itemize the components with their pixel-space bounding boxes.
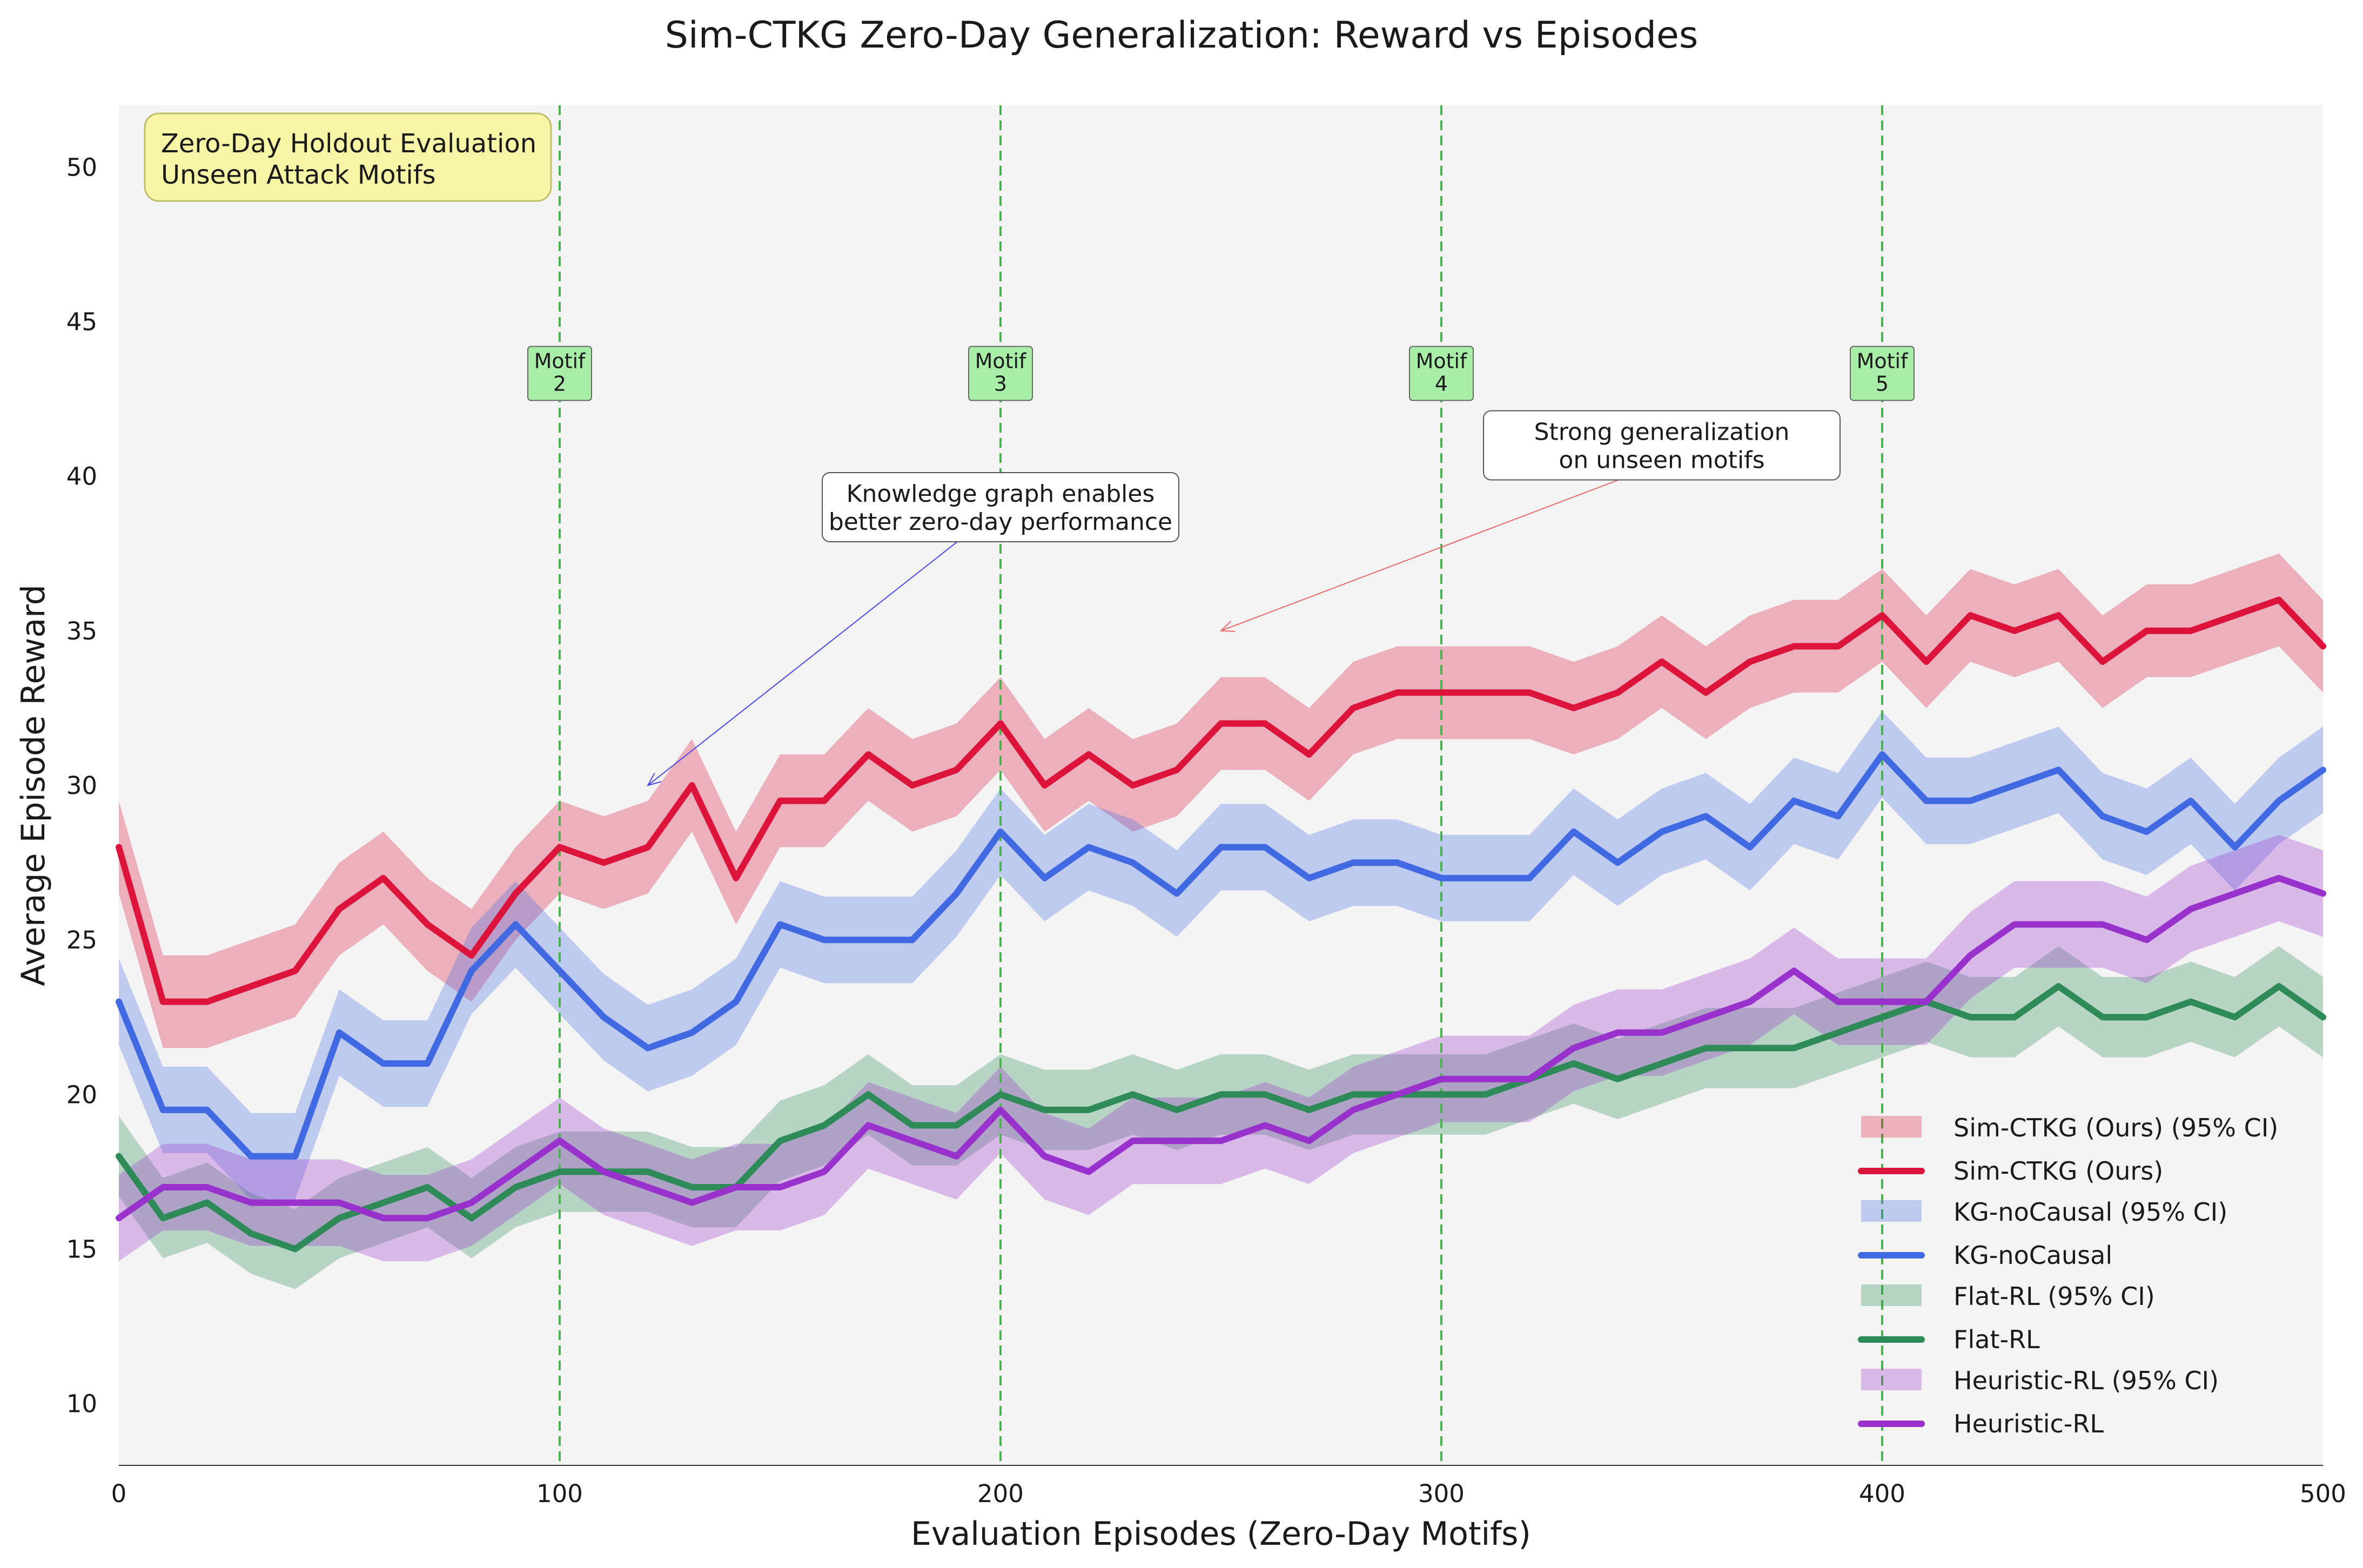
annotation-box <box>1483 410 1841 481</box>
y-tick-label: 50 <box>66 153 97 181</box>
y-tick-label: 20 <box>66 1080 97 1109</box>
annotation-arrowhead <box>1219 621 1236 632</box>
ci-band-flat-rl <box>119 946 2323 1289</box>
legend-swatch-ci-sim-ctkg-ours <box>1861 1116 1922 1138</box>
y-tick-label: 45 <box>66 308 97 337</box>
legend-swatch-ci-heuristic-rl <box>1861 1369 1922 1390</box>
series-line-kg-nocausal <box>116 751 2326 1160</box>
legend-label: Heuristic-RL <box>1953 1409 2104 1438</box>
motif-label-text: 3 <box>994 372 1007 395</box>
motif-label-box-2 <box>527 346 592 401</box>
motif-label-text: Motif <box>1857 349 1909 373</box>
ci-band-kg-nocausal <box>119 711 2323 1200</box>
annotation-text: on unseen motifs <box>1559 447 1764 474</box>
annotation-arrow <box>647 541 958 786</box>
y-tick-label: 10 <box>66 1390 97 1418</box>
info-box-bg <box>144 112 552 202</box>
annotation-box <box>822 472 1179 542</box>
legend: Sim-CTKG (Ours) (95% CI) Sim-CTKG (Ours) K… <box>1858 1113 2278 1438</box>
legend-swatch-ci-kg-nocausal <box>1861 1200 1922 1222</box>
annotation-text: Strong generalization <box>1534 419 1790 446</box>
series-line-heuristic-rl <box>116 874 2326 1222</box>
annotation-text: better zero-day performance <box>829 508 1172 536</box>
motif-label-box-4 <box>1409 346 1474 401</box>
annotation-text: Knowledge graph enables <box>847 480 1155 508</box>
info-box-text: Zero-Day Holdout Evaluation <box>161 129 536 159</box>
series-line-flat-rl <box>116 983 2326 1253</box>
chart-title: Sim-CTKG Zero-Day Generalization: Reward… <box>665 14 1699 57</box>
motif-label-box-3 <box>968 346 1033 401</box>
annotation-arrowhead <box>647 772 662 786</box>
y-tick-label: 30 <box>66 771 97 800</box>
y-tick-label: 25 <box>66 926 97 954</box>
x-axis-label: Evaluation Episodes (Zero-Day Motifs) <box>911 1515 1531 1553</box>
legend-label-ci: KG-noCausal (95% CI) <box>1953 1197 2227 1227</box>
confidence-bands <box>119 553 2323 1289</box>
annotation-arrow <box>1220 479 1619 631</box>
legend-label: KG-noCausal <box>1953 1241 2112 1270</box>
legend-label: Flat-RL <box>1953 1325 2040 1354</box>
series-line-sim-ctkg-ours <box>116 596 2326 1005</box>
legend-label-ci: Sim-CTKG (Ours) (95% CI) <box>1953 1113 2278 1142</box>
motif-label-text: Motif <box>1416 349 1468 373</box>
y-tick-label: 35 <box>66 617 97 645</box>
x-tick-label: 500 <box>2300 1479 2346 1508</box>
motif-label-text: 5 <box>1876 372 1889 395</box>
motif-label-box-5 <box>1850 346 1915 401</box>
x-tick-label: 200 <box>977 1479 1024 1508</box>
motif-label-text: Motif <box>534 349 586 373</box>
ci-band-sim-ctkg-ours <box>119 553 2323 1048</box>
x-tick-label: 0 <box>111 1479 127 1508</box>
x-tick-label: 300 <box>1418 1479 1465 1508</box>
info-box-text: Unseen Attack Motifs <box>161 160 436 190</box>
motif-label-text: 2 <box>553 372 566 395</box>
motif-label-text: 4 <box>1435 372 1448 395</box>
y-tick-label: 15 <box>66 1235 97 1263</box>
x-tick-label: 100 <box>536 1479 583 1508</box>
legend-label-ci: Flat-RL (95% CI) <box>1953 1282 2155 1311</box>
motif-label-text: Motif <box>975 349 1027 373</box>
legend-label-ci: Heuristic-RL (95% CI) <box>1953 1366 2219 1395</box>
legend-label: Sim-CTKG (Ours) <box>1953 1156 2163 1186</box>
ci-band-heuristic-rl <box>119 835 2323 1262</box>
plot-area <box>119 105 2323 1465</box>
y-tick-label: 40 <box>66 462 97 491</box>
series-lines <box>116 596 2326 1253</box>
y-axis-label: Average Episode Reward <box>15 584 52 986</box>
x-tick-label: 400 <box>1859 1479 1905 1508</box>
legend-swatch-ci-flat-rl <box>1861 1284 1922 1306</box>
